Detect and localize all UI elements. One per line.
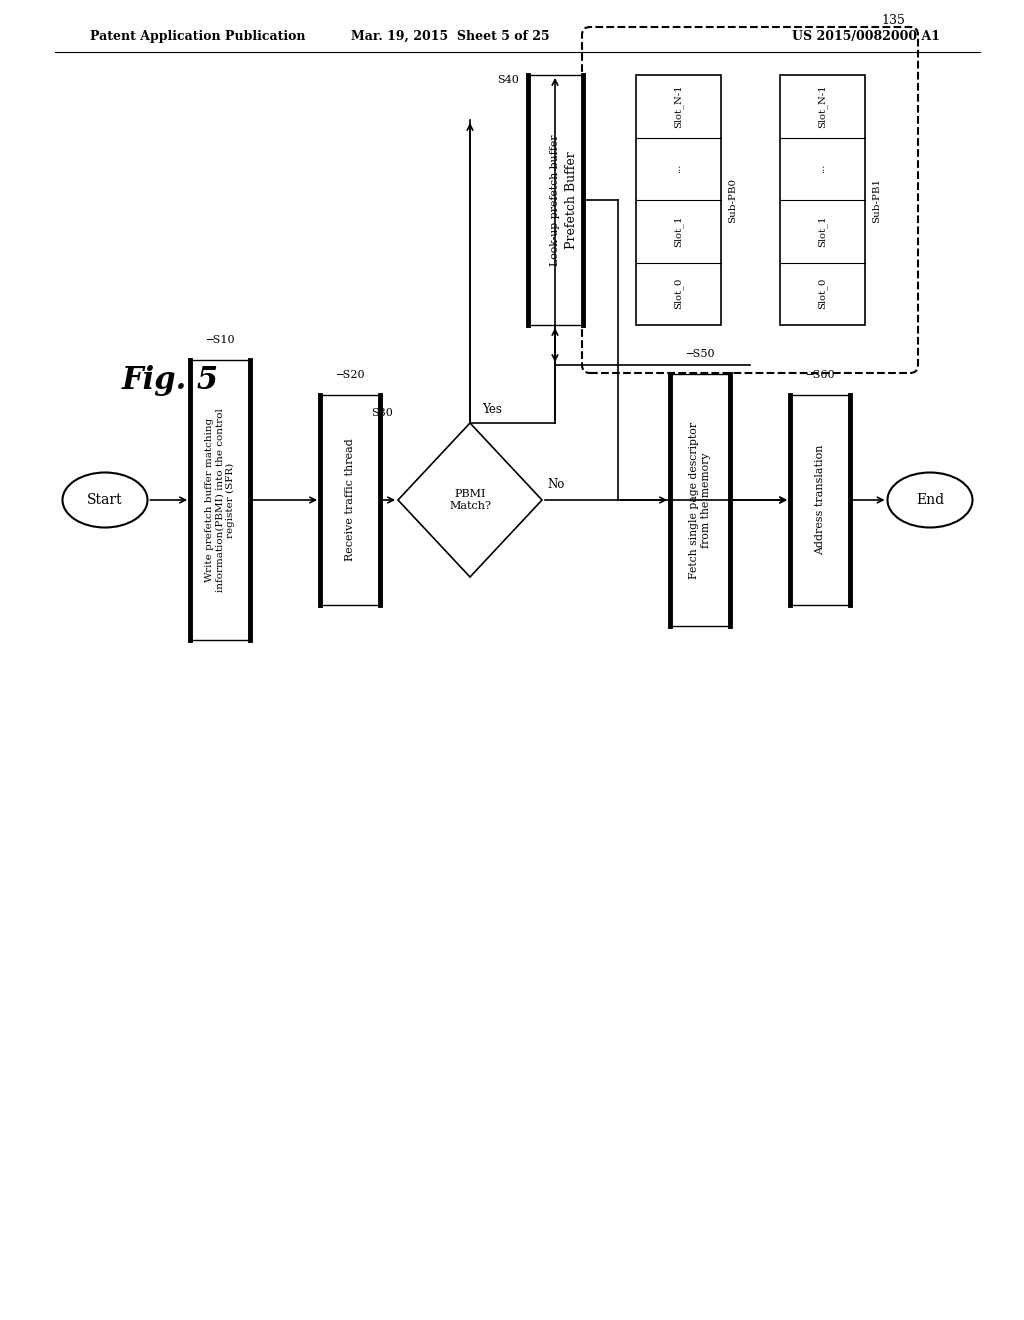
Polygon shape <box>398 422 542 577</box>
Text: Write prefetch buffer matching
information(PBMI) into the control
register (SFR): Write prefetch buffer matching informati… <box>205 408 234 591</box>
Text: ─S20: ─S20 <box>336 370 365 380</box>
Text: Receive traffic thread: Receive traffic thread <box>345 438 355 561</box>
Text: Slot_N-1: Slot_N-1 <box>673 84 683 128</box>
Bar <box>670 374 730 626</box>
Text: No: No <box>547 478 564 491</box>
Text: ─S10: ─S10 <box>206 335 234 345</box>
Bar <box>319 395 380 605</box>
Text: Slot_0: Slot_0 <box>817 279 826 309</box>
Bar <box>779 75 864 325</box>
Text: Slot_1: Slot_1 <box>817 215 826 247</box>
Bar <box>527 75 583 325</box>
Text: Address translation: Address translation <box>815 445 825 556</box>
Text: Patent Application Publication: Patent Application Publication <box>90 30 305 44</box>
Bar <box>190 360 250 640</box>
Text: Start: Start <box>87 492 123 507</box>
Ellipse shape <box>62 473 147 528</box>
Text: Prefetch Buffer: Prefetch Buffer <box>565 150 578 249</box>
Text: Slot_1: Slot_1 <box>673 215 683 247</box>
FancyBboxPatch shape <box>582 26 918 374</box>
Bar <box>790 395 850 605</box>
Text: Slot_0: Slot_0 <box>673 279 683 309</box>
Text: Fig. 5: Fig. 5 <box>122 364 218 396</box>
Text: Sub-PB0: Sub-PB0 <box>728 177 737 223</box>
Text: Look-up prefetch buffer: Look-up prefetch buffer <box>550 135 560 265</box>
Text: End: End <box>915 492 944 507</box>
Text: ...: ... <box>674 164 683 173</box>
Text: S30: S30 <box>371 408 393 418</box>
Text: Yes: Yes <box>482 403 502 416</box>
Text: Fetch single page descriptor
from the memory: Fetch single page descriptor from the me… <box>689 421 711 578</box>
Ellipse shape <box>888 473 973 528</box>
Text: PBMI
Match?: PBMI Match? <box>449 490 490 511</box>
Text: Slot_N-1: Slot_N-1 <box>817 84 826 128</box>
Text: ─S60: ─S60 <box>806 370 835 380</box>
Text: S40: S40 <box>498 75 519 84</box>
Text: Sub-PB1: Sub-PB1 <box>872 177 882 223</box>
Text: 135: 135 <box>881 15 905 26</box>
Text: ...: ... <box>817 164 826 173</box>
Text: ─S50: ─S50 <box>686 348 715 359</box>
Bar <box>636 75 721 325</box>
Text: Mar. 19, 2015  Sheet 5 of 25: Mar. 19, 2015 Sheet 5 of 25 <box>350 30 549 44</box>
Text: US 2015/0082000 A1: US 2015/0082000 A1 <box>792 30 940 44</box>
